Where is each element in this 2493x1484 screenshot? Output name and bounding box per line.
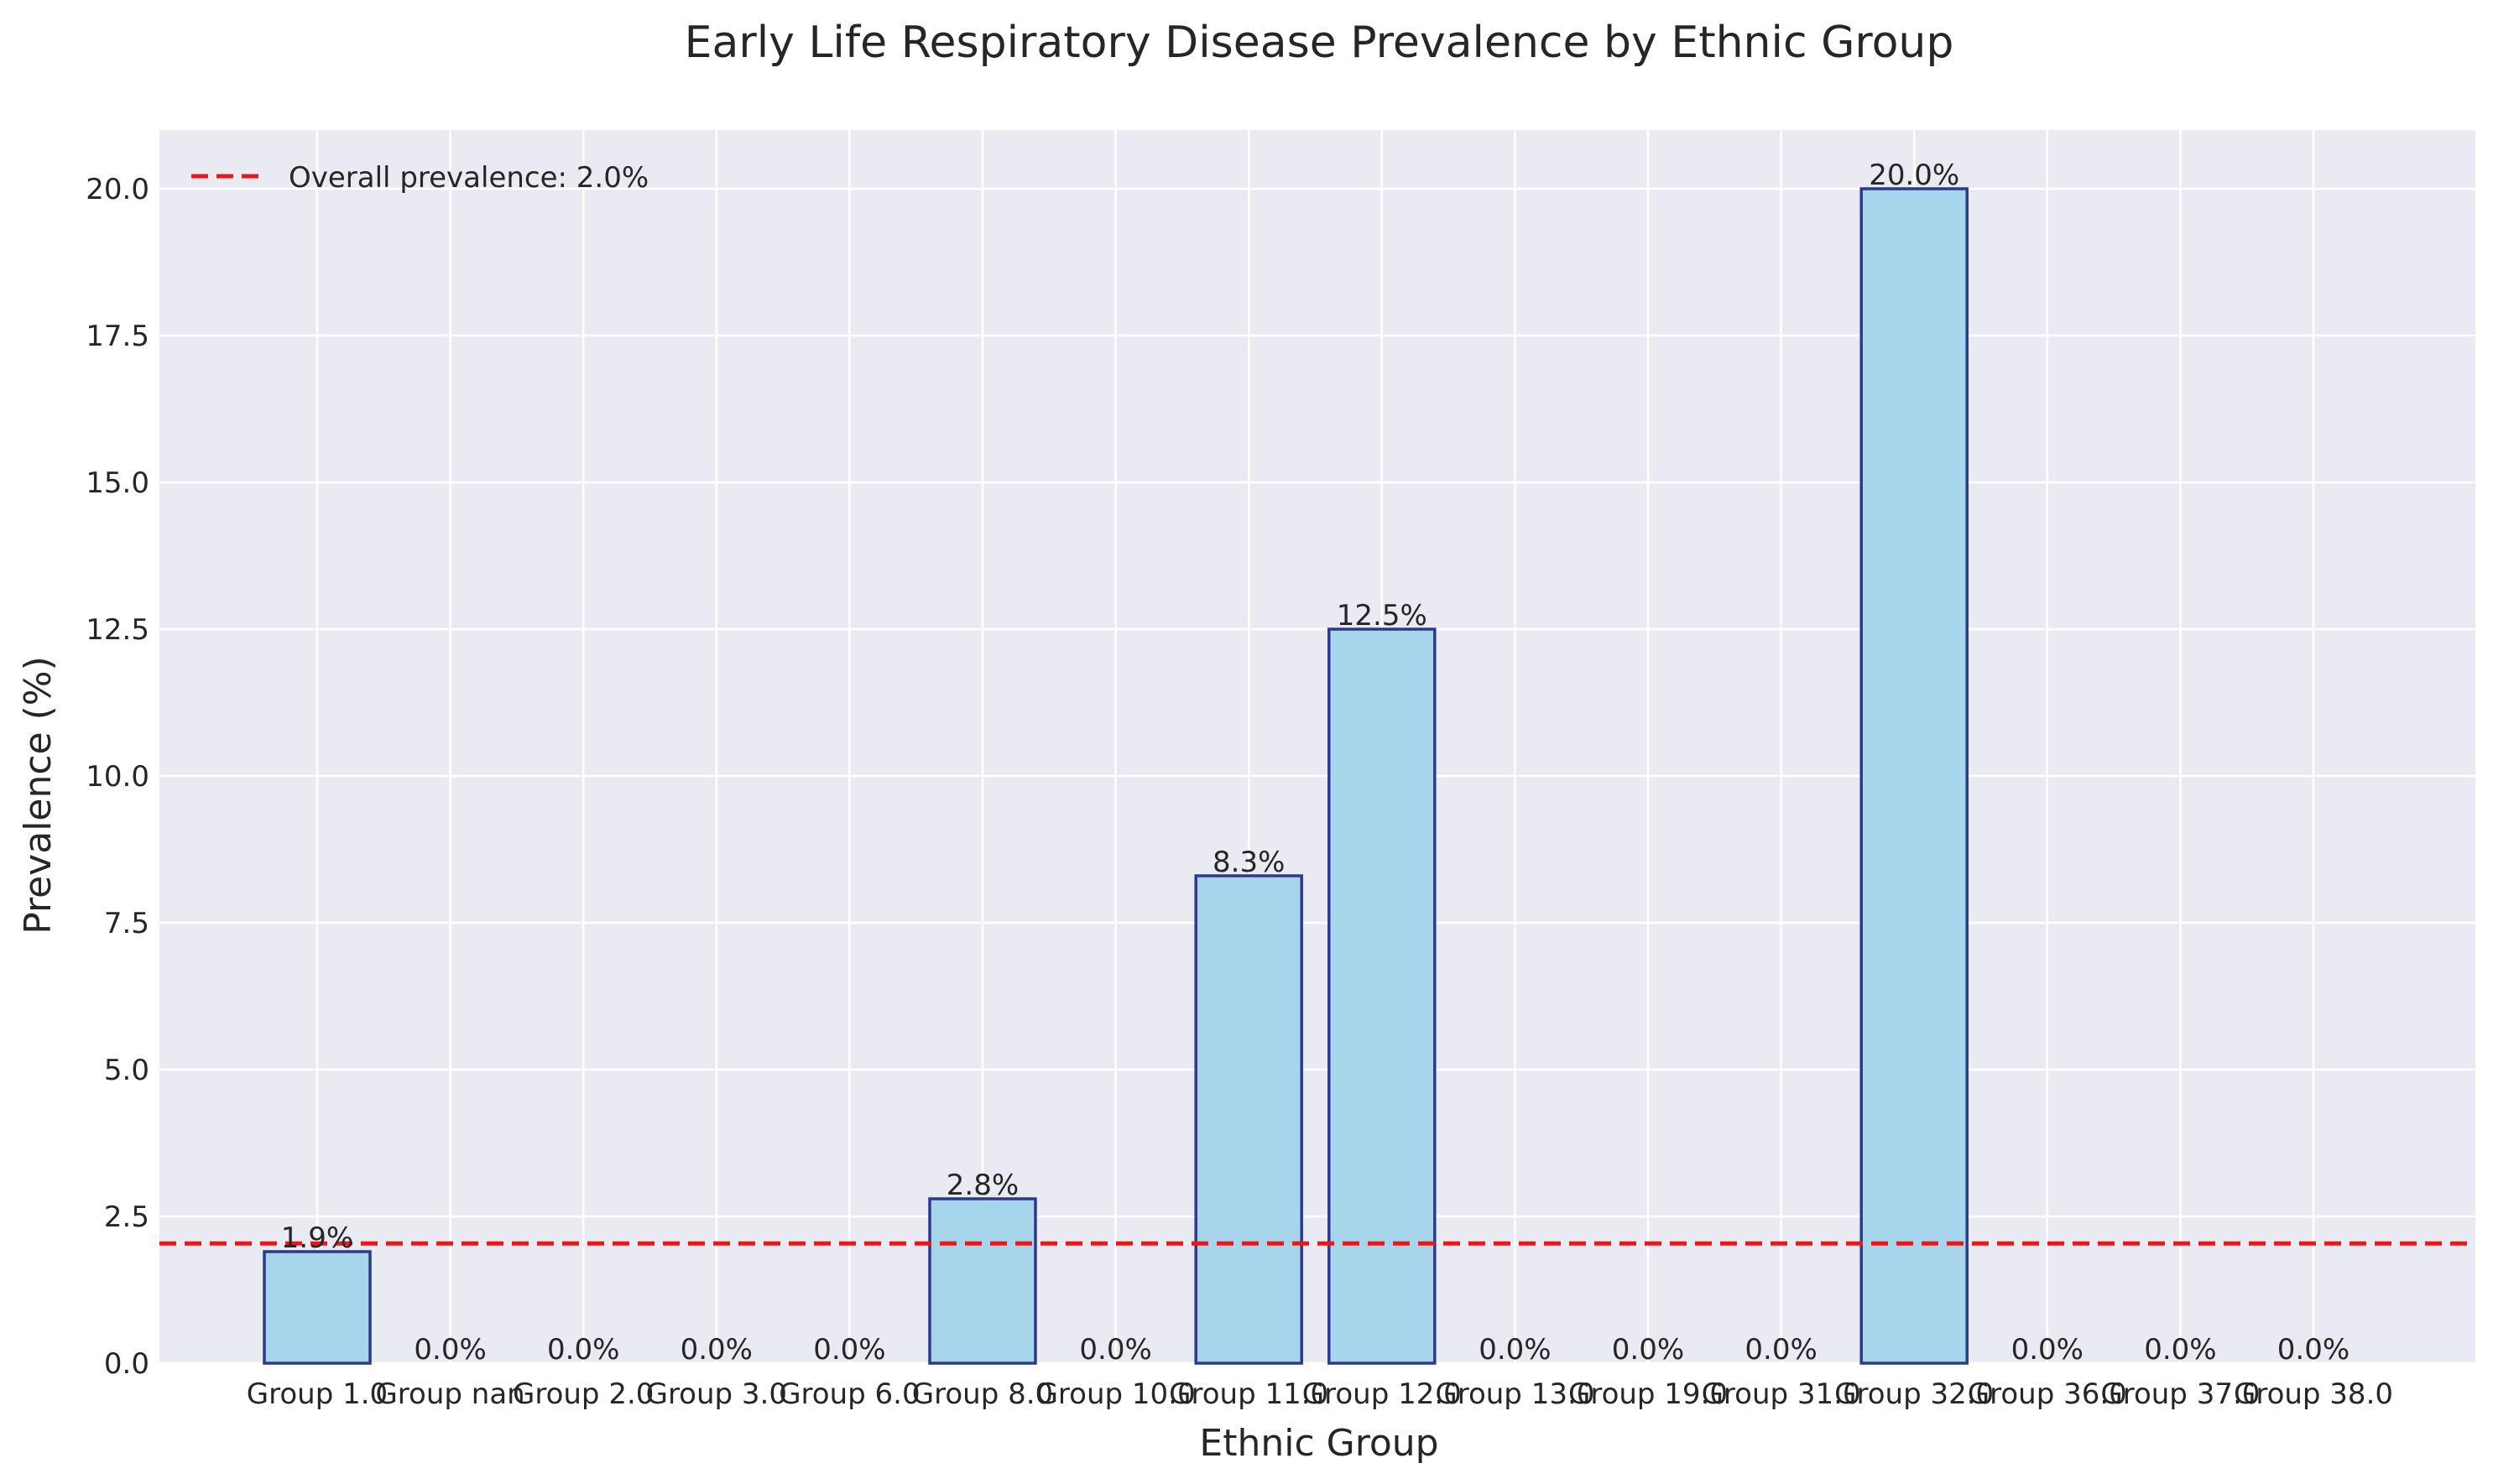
x-tick-label: Group 19.0 [1568, 1377, 1728, 1411]
bar [1327, 627, 1437, 1365]
bar-value-label: 0.0% [2011, 1333, 2084, 1367]
plot-background [159, 130, 2475, 1363]
x-tick-label: Group 12.0 [1302, 1377, 1462, 1411]
bar-value-label: 8.3% [1213, 846, 1285, 879]
y-tick-label: 15.0 [86, 466, 149, 500]
y-tick-label: 7.5 [104, 907, 149, 940]
x-tick-label: Group 37.0 [2100, 1377, 2260, 1411]
bar-value-label: 12.5% [1337, 599, 1427, 633]
x-tick-label: Group 11.0 [1169, 1377, 1328, 1411]
bar-value-label: 0.0% [1745, 1333, 1817, 1367]
bar-value-label: 0.0% [813, 1333, 885, 1367]
legend-entry-label: Overall prevalence: 2.0% [289, 161, 649, 195]
x-tick-label: Group 1.0 [247, 1377, 388, 1411]
x-tick-label: Group 38.0 [2234, 1377, 2393, 1411]
bar-value-label: 0.0% [547, 1333, 619, 1367]
x-tick-label: Group 3.0 [646, 1377, 787, 1411]
y-tick-label: 0.0 [104, 1347, 149, 1381]
x-tick-label: Group 32.0 [1834, 1377, 1994, 1411]
x-tick-label: Group 31.0 [1702, 1377, 1861, 1411]
data-labels: 1.9% 0.0% 0.0% 0.0% 0.0% 2.8% 0.0% 8.3% 12.5% 0.0… [281, 159, 2350, 1367]
y-tick-label: 5.0 [104, 1054, 149, 1087]
bar-value-label: 0.0% [2277, 1333, 2350, 1367]
y-tick-label: 17.5 [86, 320, 149, 353]
bar-value-label: 0.0% [1079, 1333, 1151, 1367]
chart-title: Early Life Respiratory Disease Prevalenc… [685, 18, 1954, 68]
bar [928, 1197, 1037, 1365]
y-tick-label: 20.0 [86, 173, 149, 206]
bar-value-label: 2.8% [947, 1169, 1019, 1202]
y-tick-label: 10.0 [86, 760, 149, 794]
x-axis-label: Ethnic Group [1199, 1422, 1438, 1465]
bar-value-label: 0.0% [1479, 1333, 1551, 1367]
bar [263, 1250, 372, 1365]
x-tick-label: Group 10.0 [1036, 1377, 1196, 1411]
bar-value-label: 1.9% [281, 1221, 353, 1255]
bars [263, 187, 1969, 1365]
x-tick-label: Group nan [375, 1377, 524, 1411]
bar-value-label: 0.0% [681, 1333, 753, 1367]
y-tick-labels: 0.0 2.5 5.0 7.5 10.0 12.5 15.0 17.5 20.0 [86, 173, 149, 1381]
y-tick-label: 12.5 [86, 613, 149, 647]
y-axis-label: Prevalence (%) [17, 656, 60, 935]
y-tick-label: 2.5 [104, 1200, 149, 1234]
bar-value-label: 0.0% [2144, 1333, 2216, 1367]
legend: Overall prevalence: 2.0% [191, 161, 649, 195]
x-tick-label: Group 2.0 [513, 1377, 654, 1411]
bar-value-label: 0.0% [1612, 1333, 1684, 1367]
x-tick-label: Group 36.0 [1968, 1377, 2127, 1411]
x-tick-label: Group 6.0 [779, 1377, 920, 1411]
x-tick-label: Group 13.0 [1435, 1377, 1594, 1411]
x-tick-label: Group 8.0 [912, 1377, 1053, 1411]
bar [1859, 187, 1969, 1365]
bar [1194, 874, 1303, 1365]
bar-value-label: 0.0% [414, 1333, 486, 1367]
bar-value-label: 20.0% [1869, 159, 1959, 192]
